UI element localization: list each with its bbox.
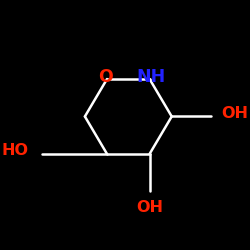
Text: NH: NH bbox=[137, 68, 166, 86]
Text: O: O bbox=[98, 68, 113, 86]
Text: OH: OH bbox=[136, 200, 163, 215]
Text: HO: HO bbox=[2, 143, 29, 158]
Text: OH: OH bbox=[221, 106, 248, 120]
